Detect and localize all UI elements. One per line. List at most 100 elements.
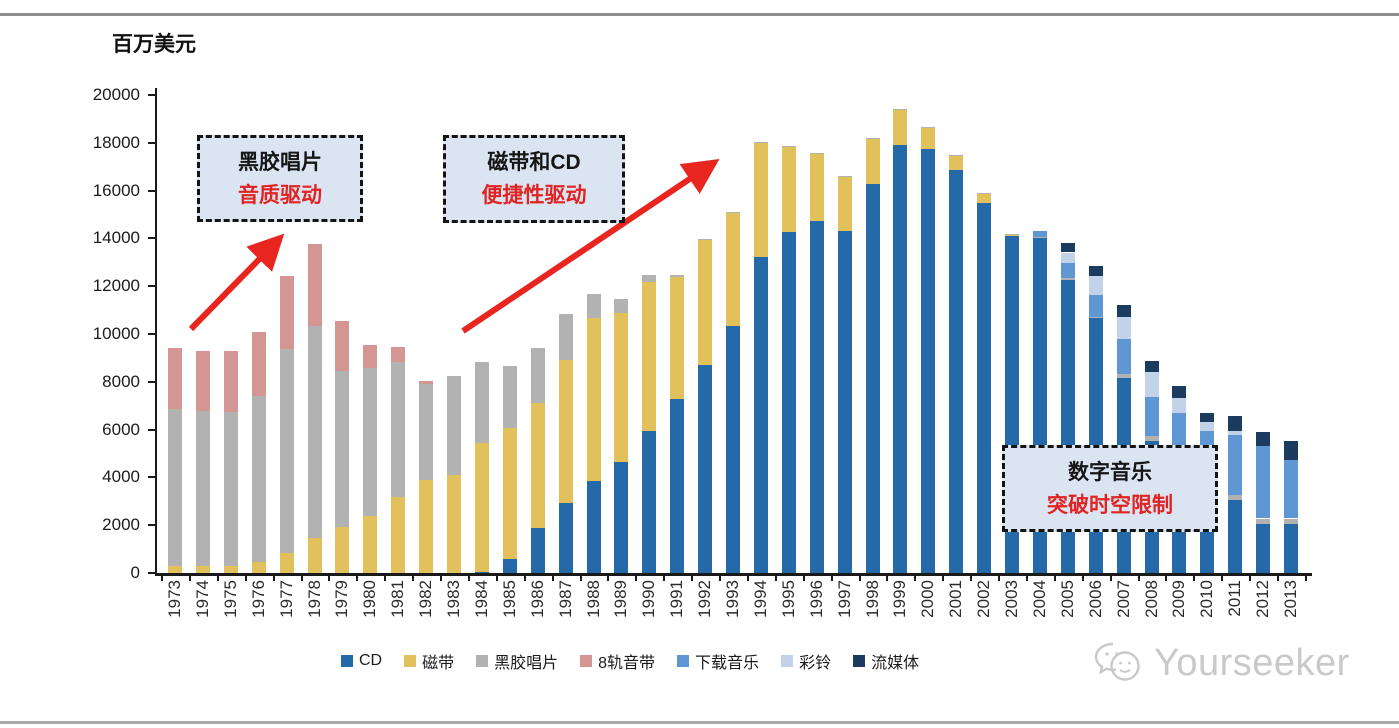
bar-segment-黑胶唱片 bbox=[753, 142, 768, 144]
bar-segment-CD bbox=[949, 169, 964, 573]
bar-segment-磁带 bbox=[279, 553, 294, 573]
bar-segment-黑胶唱片 bbox=[670, 274, 685, 278]
y-tick-label: 2000 bbox=[102, 515, 140, 535]
x-axis-label-2011: 2011 bbox=[1225, 580, 1245, 617]
x-tick-mark bbox=[216, 575, 219, 581]
x-axis-label-2002: 2002 bbox=[974, 580, 994, 618]
bar-segment-黑胶唱片 bbox=[307, 325, 322, 538]
x-tick-mark bbox=[719, 575, 722, 581]
bar-segment-黑胶唱片 bbox=[1284, 518, 1298, 524]
y-tick-mark bbox=[148, 476, 155, 479]
bar-segment-CD bbox=[1228, 500, 1243, 573]
y-tick-label: 0 bbox=[130, 563, 140, 582]
x-tick-mark bbox=[579, 575, 582, 581]
bar-segment-黑胶唱片 bbox=[168, 409, 182, 566]
legend-swatch-磁带 bbox=[404, 655, 417, 667]
bar-segment-磁带 bbox=[586, 318, 601, 482]
x-tick-mark bbox=[272, 575, 275, 581]
bar-segment-彩铃 bbox=[1144, 372, 1159, 398]
bar-segment-黑胶唱片 bbox=[949, 154, 964, 156]
x-tick-mark bbox=[1025, 575, 1028, 581]
x-axis-label-1975: 1975 bbox=[220, 580, 240, 618]
x-axis-label-1978: 1978 bbox=[304, 580, 324, 618]
bar-segment-8轨音带 bbox=[391, 347, 406, 363]
x-axis-label-1991: 1991 bbox=[667, 580, 687, 618]
x-tick-mark bbox=[1221, 575, 1224, 581]
legend-swatch-流媒体 bbox=[853, 655, 866, 667]
legend-label-彩铃: 彩铃 bbox=[799, 655, 832, 672]
bar-segment-流媒体 bbox=[1116, 304, 1131, 317]
bar-segment-磁带 bbox=[391, 496, 406, 573]
bar-segment-8轨音带 bbox=[195, 351, 210, 411]
bar-segment-流媒体 bbox=[1284, 441, 1298, 460]
x-tick-mark bbox=[523, 575, 526, 581]
y-tick-mark bbox=[148, 189, 155, 192]
x-tick-mark bbox=[607, 575, 610, 581]
bar-segment-下载音乐 bbox=[1060, 263, 1075, 279]
bar-segment-流媒体 bbox=[1228, 416, 1243, 431]
legend-swatch-CD bbox=[341, 655, 353, 667]
y-axis-line bbox=[155, 88, 157, 575]
x-tick-mark bbox=[467, 575, 470, 581]
x-tick-mark bbox=[1165, 575, 1168, 581]
bar-segment-黑胶唱片 bbox=[921, 126, 936, 128]
x-axis-label-1979: 1979 bbox=[332, 580, 352, 618]
y-tick-mark bbox=[148, 141, 155, 144]
bar-segment-黑胶唱片 bbox=[502, 365, 517, 429]
bar-segment-CD bbox=[977, 202, 992, 573]
bar-segment-黑胶唱片 bbox=[1228, 495, 1243, 501]
bar-segment-下载音乐 bbox=[1228, 435, 1243, 496]
x-axis-label-2012: 2012 bbox=[1253, 580, 1273, 618]
bar-segment-CD bbox=[753, 257, 768, 573]
bar-segment-CD bbox=[558, 502, 573, 573]
y-tick-label: 14000 bbox=[92, 228, 140, 248]
x-axis-label-1994: 1994 bbox=[750, 580, 770, 618]
x-axis-label-2010: 2010 bbox=[1197, 580, 1217, 618]
bar-segment-黑胶唱片 bbox=[726, 211, 740, 213]
legend-item-磁带: 磁带 bbox=[404, 649, 454, 673]
bar-segment-CD bbox=[670, 399, 685, 573]
annotation-digital-title: 数字音乐 bbox=[1068, 460, 1152, 484]
bar-segment-磁带 bbox=[251, 562, 266, 573]
y-tick-label: 10000 bbox=[92, 324, 140, 343]
legend-swatch-彩铃 bbox=[781, 655, 794, 667]
x-tick-mark bbox=[1304, 575, 1307, 581]
x-tick-mark bbox=[300, 575, 303, 581]
x-axis-label-1977: 1977 bbox=[276, 580, 296, 618]
bar-segment-黑胶唱片 bbox=[893, 109, 908, 111]
bar-segment-黑胶唱片 bbox=[279, 349, 294, 554]
bar-segment-黑胶唱片 bbox=[474, 361, 489, 443]
x-axis-label-1985: 1985 bbox=[499, 580, 519, 618]
bar-segment-黑胶唱片 bbox=[530, 348, 545, 404]
x-tick-mark bbox=[942, 575, 945, 581]
legend-item-8轨音带: 8轨音带 bbox=[580, 649, 655, 673]
bar-segment-CD bbox=[530, 528, 545, 573]
x-axis-label-1973: 1973 bbox=[165, 580, 184, 618]
bar-segment-磁带 bbox=[921, 127, 936, 149]
bar-segment-黑胶唱片 bbox=[614, 298, 629, 313]
bar-segment-黑胶唱片 bbox=[447, 375, 461, 475]
bar-segment-彩铃 bbox=[1088, 276, 1103, 295]
y-tick-mark bbox=[148, 572, 155, 574]
bar-segment-彩铃 bbox=[1228, 430, 1243, 436]
bar-segment-彩铃 bbox=[1116, 316, 1131, 339]
bar-segment-磁带 bbox=[865, 139, 880, 184]
x-tick-mark bbox=[746, 575, 749, 581]
x-tick-mark bbox=[1081, 575, 1084, 581]
x-axis-label-1984: 1984 bbox=[471, 580, 491, 618]
bar-segment-CD bbox=[698, 364, 713, 573]
bar-segment-黑胶唱片 bbox=[363, 368, 378, 517]
x-tick-mark bbox=[970, 575, 973, 581]
y-tick-label: 4000 bbox=[102, 467, 140, 487]
x-axis-label-2008: 2008 bbox=[1141, 580, 1161, 618]
x-tick-mark bbox=[495, 575, 498, 581]
annotation-digital-era: 数字音乐 突破时空限制 bbox=[1002, 445, 1218, 532]
annotation-vinyl-title: 黑胶唱片 bbox=[238, 150, 322, 174]
annotation-digital-subtitle: 突破时空限制 bbox=[1047, 493, 1173, 517]
y-tick-label: 18000 bbox=[92, 132, 140, 152]
bar-segment-磁带 bbox=[726, 212, 740, 327]
x-axis-label-1974: 1974 bbox=[192, 580, 212, 618]
bar-segment-下载音乐 bbox=[1032, 230, 1047, 238]
bar-segment-磁带 bbox=[335, 526, 350, 573]
